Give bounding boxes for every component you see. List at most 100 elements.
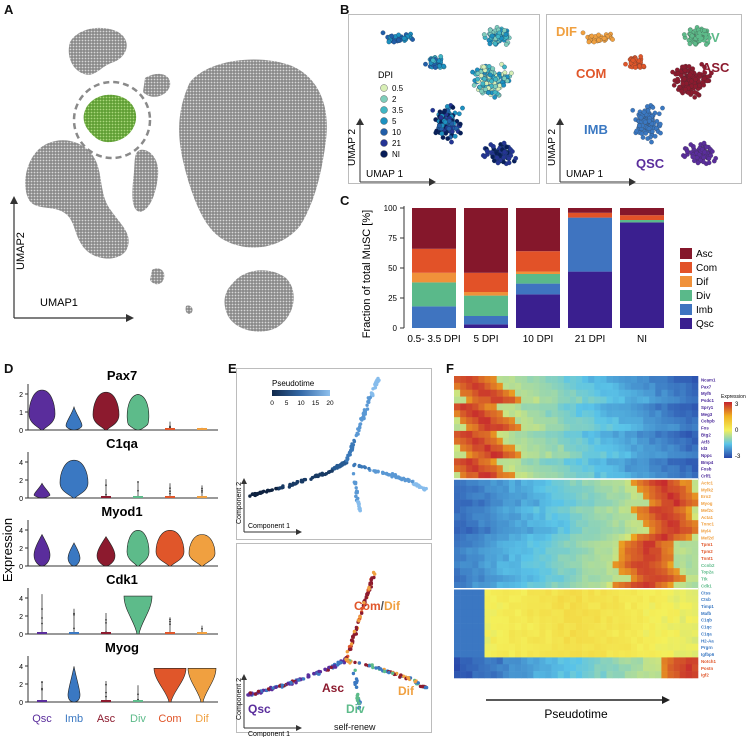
violin-base xyxy=(37,632,47,634)
heatmap-cell xyxy=(673,664,680,672)
dpi-cell-dot xyxy=(501,76,507,81)
heatmap-cell xyxy=(539,547,546,555)
heatmap-cell xyxy=(612,520,619,528)
cluster-trajectory-dot xyxy=(407,676,411,681)
heatmap-cell xyxy=(551,629,558,638)
heatmap-cell xyxy=(649,492,656,500)
dpi-cell-dot xyxy=(493,84,498,89)
heatmap-cell xyxy=(478,458,485,466)
cluster-cell-dot xyxy=(685,90,691,95)
heatmap-cell xyxy=(691,396,699,404)
heatmap-cell xyxy=(582,485,589,493)
heatmap-cell xyxy=(612,376,619,384)
gene-title-cdk1: Cdk1 xyxy=(106,572,138,587)
heatmap-cell xyxy=(502,602,510,610)
cluster-cell-dot xyxy=(675,71,681,76)
heatmap-cell xyxy=(679,465,687,473)
heatmap-cell xyxy=(624,623,632,631)
heatmap-cell xyxy=(612,547,619,555)
heatmap-cell xyxy=(484,376,491,384)
heatmap-cell xyxy=(472,513,479,521)
heatmap-cell xyxy=(606,424,613,432)
heatmap-cell xyxy=(685,547,693,555)
heatmap-cell xyxy=(515,602,522,610)
heatmap-cell xyxy=(630,444,638,452)
axis-y-b1-head xyxy=(356,118,364,125)
heatmap-cell xyxy=(582,657,589,665)
heatmap-cell xyxy=(655,389,662,397)
heatmap-gene-label: Timp1 xyxy=(701,604,714,609)
heatmap-cell xyxy=(655,588,662,596)
heatmap-cell xyxy=(533,403,540,411)
heatmap-cell xyxy=(606,403,613,411)
heatmap-cell xyxy=(685,609,693,617)
heatmap-cell xyxy=(667,581,674,590)
heatmap-cell xyxy=(600,657,607,665)
pseudotime-dot xyxy=(390,475,394,479)
cluster-trajectory-dot xyxy=(294,681,298,685)
heatmap-cell xyxy=(673,650,680,658)
heatmap-cell xyxy=(649,595,656,603)
heatmap-gene-label: Psdc1 xyxy=(701,398,714,403)
heatmap-cell xyxy=(618,430,626,439)
heatmap-gene-label: Notch1 xyxy=(701,659,716,664)
heatmap-cell xyxy=(472,568,479,576)
dpi-cell-dot xyxy=(502,149,507,155)
heatmap-cell xyxy=(673,444,680,452)
heatmap-cell xyxy=(502,609,510,617)
pseudotime-dot xyxy=(338,463,342,467)
panel-d-violins: Expression Pax7012C1qa024Myod1024Cdk1024… xyxy=(0,368,218,725)
heatmap-cell xyxy=(606,623,613,631)
heatmap-cell xyxy=(594,540,601,548)
heatmap-cell xyxy=(576,506,583,514)
cluster-trajectory-dot xyxy=(357,701,361,705)
heatmap-cell xyxy=(569,465,577,473)
heatmap-cell xyxy=(637,568,644,576)
heatmap-cell xyxy=(496,430,504,439)
heatmap-cell xyxy=(521,609,528,617)
pseudotime-dot xyxy=(343,462,347,466)
heatmap-cell xyxy=(472,465,479,473)
heatmap-cell xyxy=(624,424,632,432)
cluster-trajectory-dot xyxy=(416,681,420,685)
heatmap-cell xyxy=(460,506,467,514)
violin-outlier xyxy=(105,484,107,487)
pseudotime-dot xyxy=(372,469,376,473)
heatmap-cell xyxy=(569,561,577,569)
heatmap-cell xyxy=(496,499,504,507)
heatmap-cell xyxy=(673,623,680,631)
heatmap-cell xyxy=(545,636,552,644)
heatmap-cell xyxy=(490,595,497,603)
heatmap-cell xyxy=(655,616,662,624)
heatmap-cell xyxy=(539,437,546,445)
heatmap-cell xyxy=(515,437,522,445)
heatmap-cell xyxy=(685,485,693,493)
heatmap-cell xyxy=(460,389,467,397)
heatmap-cell xyxy=(466,581,473,590)
axis-y-label-e1: Component 2 xyxy=(236,482,243,524)
heatmap-cell xyxy=(606,458,613,466)
heatmap-cell xyxy=(624,465,632,473)
heatmap-cell xyxy=(624,636,632,644)
heatmap-cell xyxy=(576,520,583,528)
heatmap-cell xyxy=(527,671,534,679)
heatmap-cell xyxy=(515,629,522,638)
legend-swatch-dif xyxy=(680,276,692,287)
heatmap-cell xyxy=(527,636,534,644)
heatmap-cell xyxy=(508,671,516,679)
heatmap-cell xyxy=(612,527,619,535)
heatmap-cell xyxy=(630,581,638,590)
heatmap-cell xyxy=(521,403,528,411)
heatmap-cell xyxy=(515,417,522,425)
heatmap-cell xyxy=(624,650,632,658)
heatmap-cell xyxy=(643,376,650,384)
heatmap-cell xyxy=(545,437,552,445)
heatmap-cell xyxy=(551,588,558,596)
heatmap-cell xyxy=(460,581,467,590)
heatmap-cell xyxy=(569,403,577,411)
heatmap-cell xyxy=(624,376,632,384)
heatmap-cell xyxy=(661,540,668,548)
cluster-cell-dot xyxy=(641,109,647,115)
heatmap-cell xyxy=(557,513,565,521)
